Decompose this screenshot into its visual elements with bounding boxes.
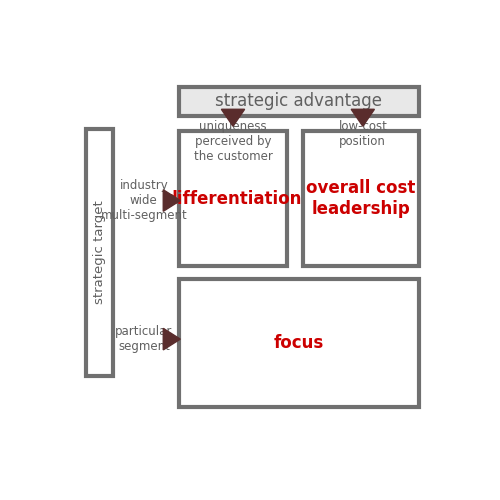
Text: particular
segment: particular segment <box>115 325 172 353</box>
Polygon shape <box>163 328 180 350</box>
Bar <box>179 131 287 266</box>
Text: uniqueness
perceived by
the customer: uniqueness perceived by the customer <box>194 120 272 162</box>
Bar <box>179 87 419 116</box>
Polygon shape <box>222 110 244 126</box>
Text: overall cost
leadership: overall cost leadership <box>306 179 416 218</box>
Text: strategic advantage: strategic advantage <box>216 92 382 110</box>
Polygon shape <box>351 110 374 126</box>
Polygon shape <box>163 190 180 212</box>
Bar <box>303 131 419 266</box>
Text: strategic target: strategic target <box>93 200 106 304</box>
Text: differentiation: differentiation <box>165 190 301 208</box>
Text: focus: focus <box>274 334 324 352</box>
Text: industry
wide
multi-segment: industry wide multi-segment <box>100 179 187 222</box>
Text: low-cost
position: low-cost position <box>338 120 387 148</box>
Bar <box>86 130 113 376</box>
Bar <box>179 280 419 406</box>
